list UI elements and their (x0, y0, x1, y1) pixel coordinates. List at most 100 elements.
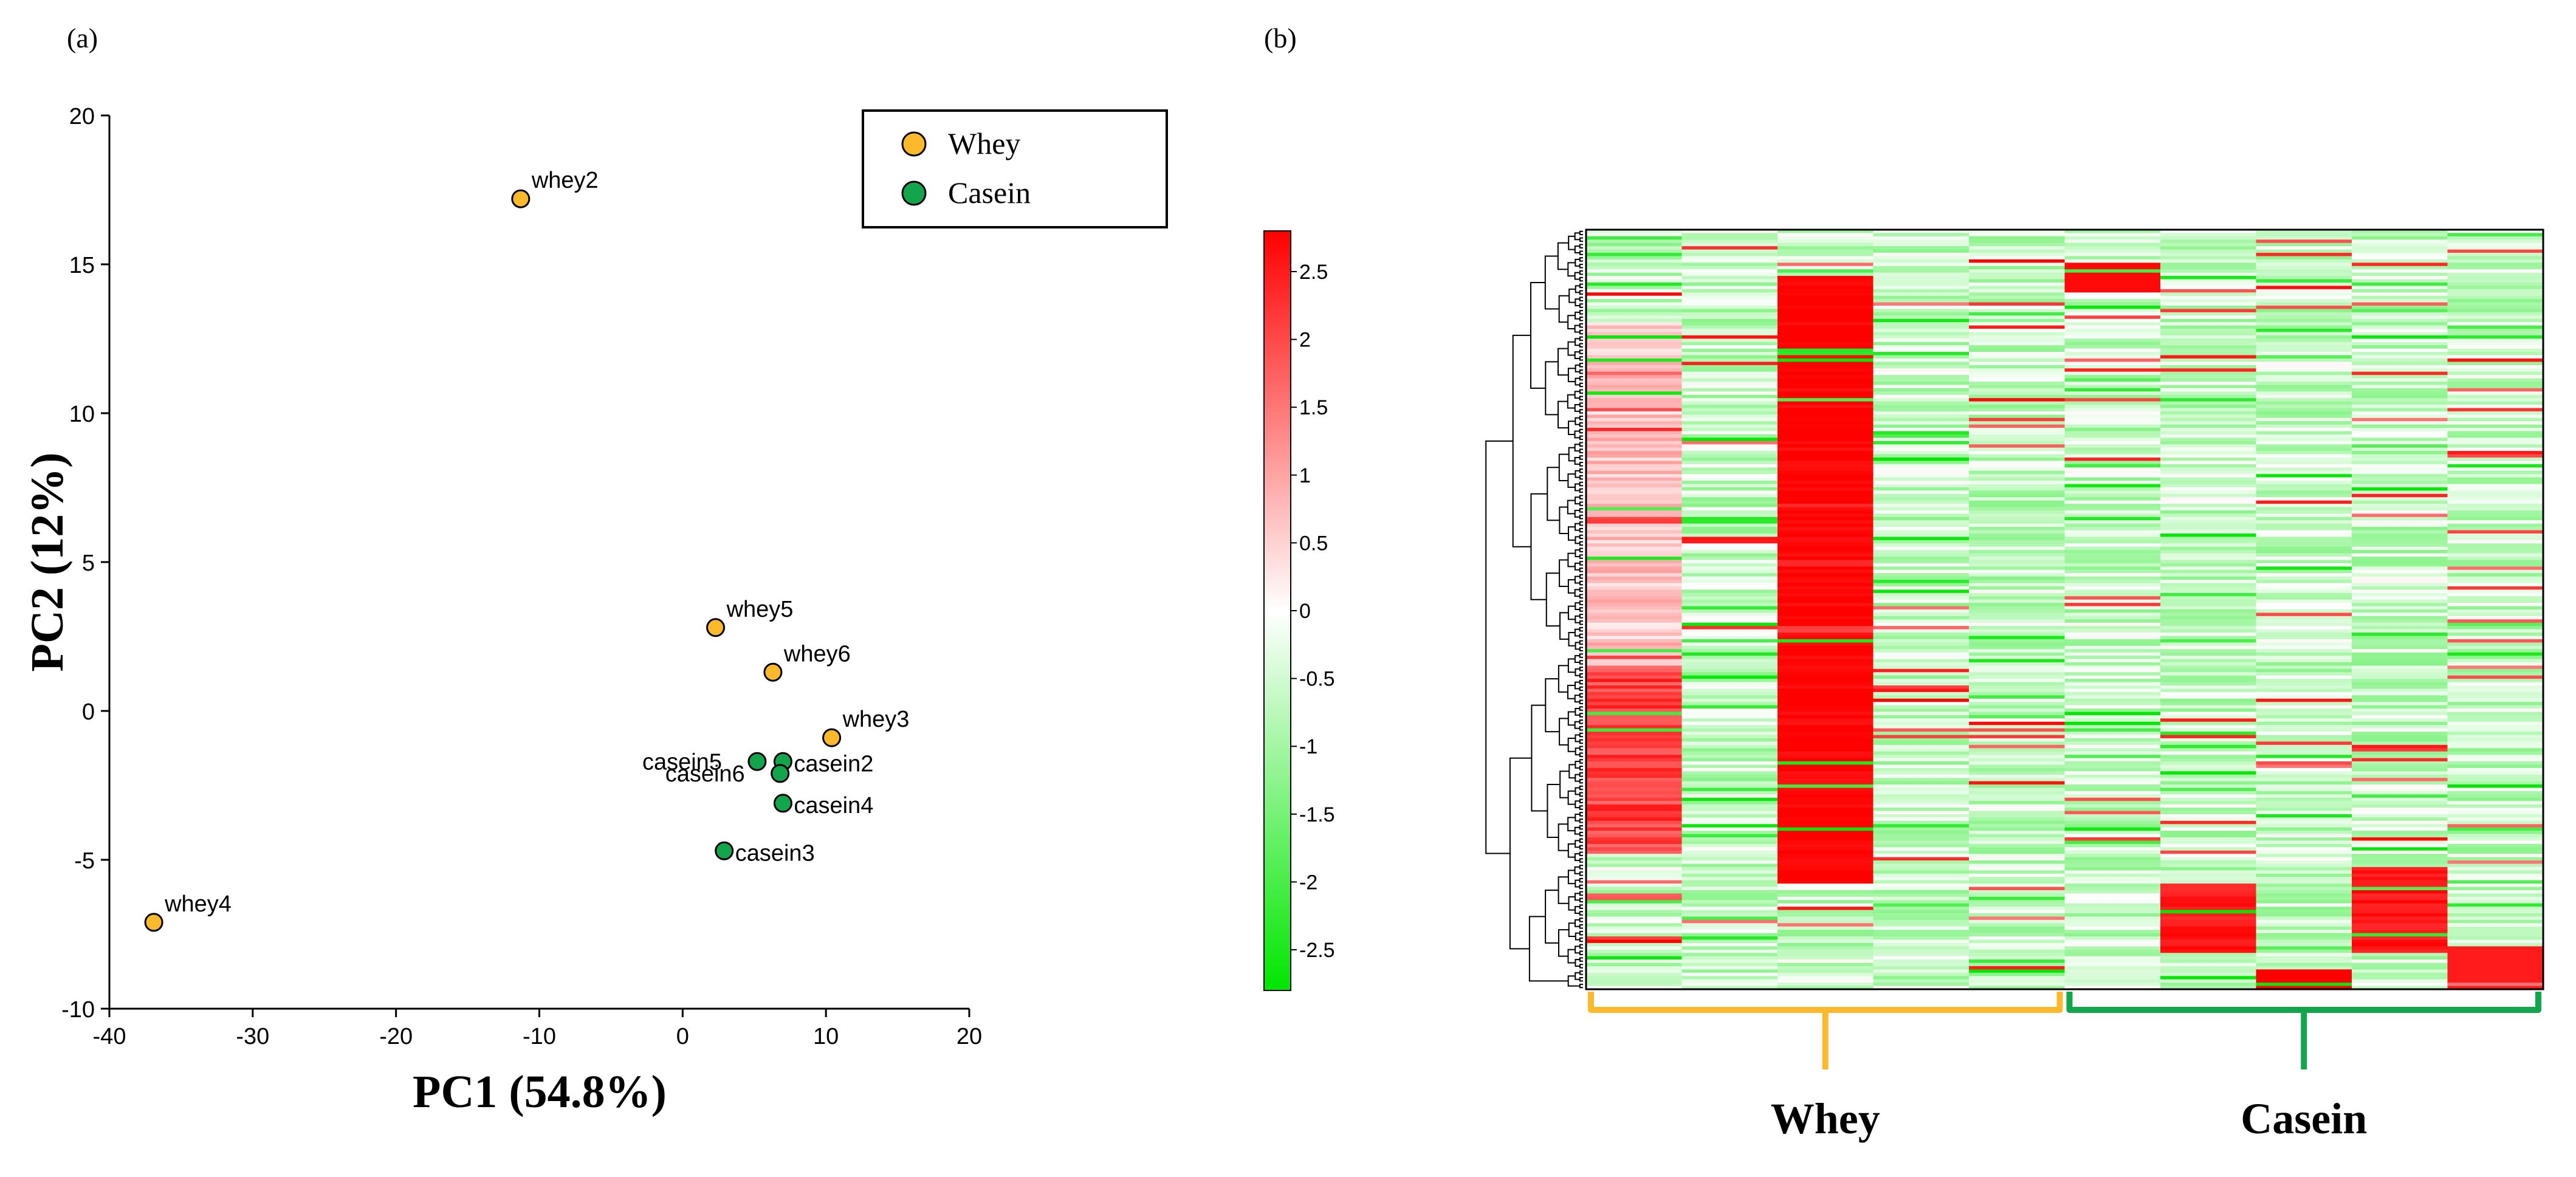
heatmap-cell (2256, 784, 2352, 789)
heatmap-cell (2160, 233, 2257, 237)
heatmap-cell (1969, 688, 2066, 693)
heatmap-cell (2352, 986, 2448, 990)
colorbar (1263, 230, 1291, 991)
heatmap-cell (1969, 656, 2066, 660)
dendrogram-branch (1579, 250, 1583, 255)
heatmap-cell (1969, 596, 2066, 600)
heatmap-cell (1873, 263, 1970, 267)
heatmap-cell (1873, 569, 1970, 574)
heatmap-cell (1777, 814, 1874, 818)
heatmap-cell (1681, 576, 1778, 580)
heatmap-cell (2064, 616, 2161, 620)
heatmap-cell (1586, 523, 1683, 527)
heatmap-cell (1586, 850, 1683, 854)
heatmap-cell (2352, 946, 2448, 950)
heatmap-cell (2447, 580, 2544, 584)
heatmap-cell (2447, 764, 2544, 769)
heatmap-cell (1681, 936, 1778, 941)
heatmap-cell (1777, 709, 1874, 713)
heatmap-cell (2160, 824, 2257, 828)
heatmap-cell (2064, 259, 2161, 263)
heatmap-cell (1681, 325, 1778, 329)
heatmap-cell (2352, 464, 2448, 468)
heatmap-cell (1777, 913, 1874, 918)
heatmap-cell (2160, 385, 2257, 389)
heatmap-cell (2256, 576, 2352, 580)
heatmap-cell (2064, 877, 2161, 881)
heatmap-cell (1969, 820, 2066, 825)
heatmap-cell (1586, 715, 1683, 719)
heatmap-cell (2064, 942, 2161, 947)
heatmap-cell (2352, 394, 2448, 399)
heatmap-cell (1681, 923, 1778, 927)
heatmap-cell (2447, 289, 2544, 293)
heatmap-cell (2160, 325, 2257, 329)
heatmap-cell (2352, 797, 2448, 801)
heatmap-cell (1873, 854, 1970, 858)
heatmap-cell (2352, 662, 2448, 666)
heatmap-cell (1586, 239, 1683, 244)
heatmap-cell (1873, 606, 1970, 610)
heatmap-cell (1969, 751, 2066, 755)
heatmap-cell (2447, 484, 2544, 488)
heatmap-cell (1969, 910, 2066, 914)
heatmap-cell (2064, 534, 2161, 538)
heatmap-cell (2447, 870, 2544, 874)
heatmap-cell (1586, 949, 1683, 953)
heatmap-cell (2352, 672, 2448, 676)
heatmap-cell (2160, 718, 2257, 722)
heatmap-cell (1777, 983, 1874, 987)
heatmap-cell (2064, 715, 2161, 719)
heatmap-cell (1969, 391, 2066, 396)
heatmap-cell (2256, 685, 2352, 690)
heatmap-cell (1681, 279, 1778, 283)
heatmap-cell (2352, 665, 2448, 670)
heatmap-cell (2160, 788, 2257, 792)
heatmap-cell (1873, 672, 1970, 676)
heatmap-cell (1586, 857, 1683, 861)
heatmap-cell (1681, 659, 1778, 663)
heatmap-cell (2064, 256, 2161, 260)
heatmap-cell (1586, 352, 1683, 356)
heatmap-cell (1777, 458, 1874, 462)
heatmap-cell (1777, 725, 1874, 729)
heatmap-cell (1777, 887, 1874, 891)
heatmap-cell (2160, 520, 2257, 524)
heatmap-cell (2064, 603, 2161, 607)
heatmap-cell (2447, 725, 2544, 729)
heatmap-cell (2256, 936, 2352, 941)
heatmap-cell (2447, 566, 2544, 571)
heatmap-cell (1681, 362, 1778, 366)
heatmap-cell (2256, 434, 2352, 438)
heatmap-cell (2160, 256, 2257, 260)
heatmap-cell (2064, 580, 2161, 584)
heatmap-cell (1873, 477, 1970, 481)
heatmap-cell (1969, 352, 2066, 356)
heatmap-cell (2256, 553, 2352, 557)
heatmap-cell (1969, 431, 2066, 435)
heatmap-cell (1873, 589, 1970, 594)
heatmap-cell (2256, 629, 2352, 633)
heatmap-cell (2256, 695, 2352, 699)
heatmap-cell (1969, 880, 2066, 884)
heatmap-cell (1873, 573, 1970, 577)
heatmap-cell (2064, 341, 2161, 346)
heatmap-cell (1777, 622, 1874, 626)
heatmap-cell (2256, 421, 2352, 425)
heatmap-cell (2160, 642, 2257, 647)
heatmap-cell (1777, 668, 1874, 673)
heatmap-cell (1777, 949, 1874, 953)
heatmap-cell (2256, 656, 2352, 660)
heatmap-cell (1969, 629, 2066, 633)
heatmap-cell (1873, 814, 1970, 818)
heatmap-cell (1969, 438, 2066, 442)
heatmap-cell (1681, 256, 1778, 260)
heatmap-cell (1969, 639, 2066, 643)
heatmap-cell (2352, 566, 2448, 571)
heatmap-cell (2352, 269, 2448, 273)
heatmap-cell (2447, 679, 2544, 683)
heatmap-cell (1873, 725, 1970, 729)
heatmap-cell (2160, 705, 2257, 709)
heatmap-cell (2352, 761, 2448, 766)
